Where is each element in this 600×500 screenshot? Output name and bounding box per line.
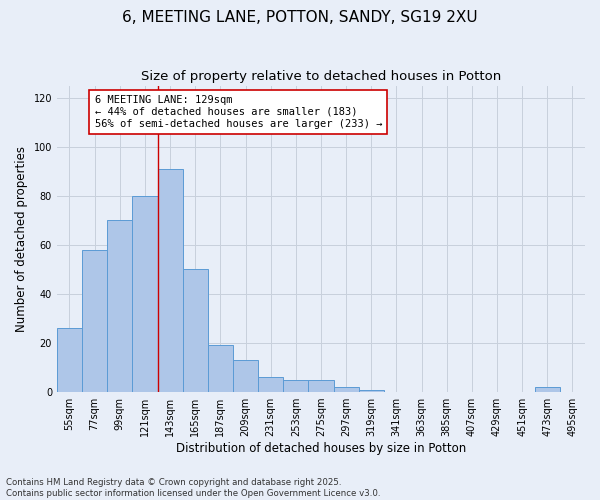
Bar bbox=[107, 220, 133, 392]
Bar bbox=[57, 328, 82, 392]
Bar bbox=[182, 270, 208, 392]
Text: Contains HM Land Registry data © Crown copyright and database right 2025.
Contai: Contains HM Land Registry data © Crown c… bbox=[6, 478, 380, 498]
Bar bbox=[208, 346, 233, 392]
Bar bbox=[308, 380, 334, 392]
Bar bbox=[283, 380, 308, 392]
Bar bbox=[233, 360, 258, 392]
Y-axis label: Number of detached properties: Number of detached properties bbox=[15, 146, 28, 332]
Title: Size of property relative to detached houses in Potton: Size of property relative to detached ho… bbox=[141, 70, 501, 83]
Bar bbox=[535, 387, 560, 392]
X-axis label: Distribution of detached houses by size in Potton: Distribution of detached houses by size … bbox=[176, 442, 466, 455]
Bar bbox=[359, 390, 384, 392]
Text: 6, MEETING LANE, POTTON, SANDY, SG19 2XU: 6, MEETING LANE, POTTON, SANDY, SG19 2XU bbox=[122, 10, 478, 25]
Bar bbox=[133, 196, 158, 392]
Bar bbox=[258, 378, 283, 392]
Bar bbox=[334, 387, 359, 392]
Bar bbox=[158, 169, 182, 392]
Text: 6 MEETING LANE: 129sqm
← 44% of detached houses are smaller (183)
56% of semi-de: 6 MEETING LANE: 129sqm ← 44% of detached… bbox=[95, 96, 382, 128]
Bar bbox=[82, 250, 107, 392]
